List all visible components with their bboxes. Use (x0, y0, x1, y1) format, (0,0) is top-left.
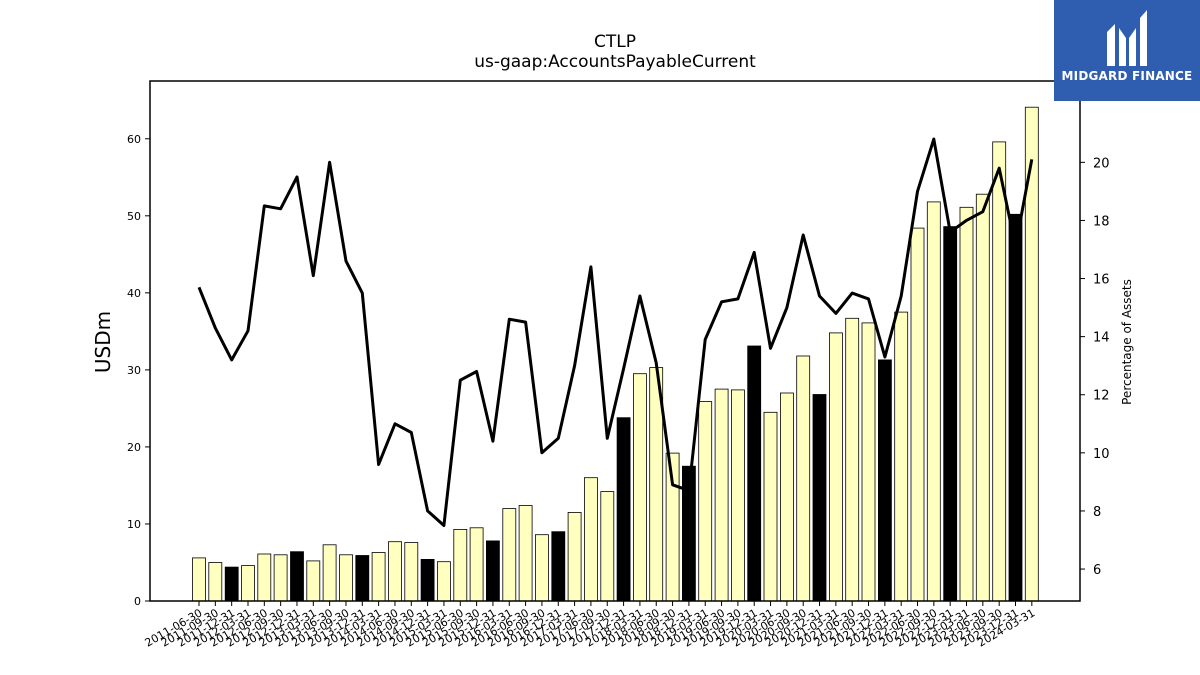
bar (388, 541, 402, 602)
chart-title: CTLP (594, 32, 636, 52)
bar (518, 505, 533, 602)
y2-tick-label: 10 (1093, 447, 1110, 462)
bar (780, 392, 794, 602)
bar (306, 560, 321, 602)
y-tick-label: 60 (127, 133, 141, 146)
bar (714, 388, 729, 602)
y-tick-label: 50 (127, 210, 141, 223)
bar (535, 534, 549, 602)
y2-tick-label: 14 (1093, 331, 1110, 346)
bar (698, 401, 713, 602)
bar (1008, 213, 1023, 602)
chart-ticks: 0102030405060681012141618202011-06-30201… (127, 133, 1110, 650)
bar (959, 206, 974, 602)
bar (584, 477, 598, 602)
bar (878, 359, 892, 602)
y-tick-label: 20 (127, 441, 141, 454)
bar (208, 562, 223, 602)
bar (502, 508, 517, 602)
plot-frame (149, 80, 1081, 602)
bar (404, 542, 419, 602)
bar (551, 531, 566, 602)
bar (241, 565, 255, 602)
bar (322, 544, 337, 602)
y2-tick-label: 16 (1093, 273, 1110, 288)
y-tick-label: 10 (127, 518, 141, 531)
bar (943, 226, 958, 602)
y-axis-label: USDm (91, 311, 115, 373)
bar (355, 555, 370, 602)
bar (975, 193, 990, 602)
y-tick-label: 30 (127, 364, 141, 377)
bar (616, 417, 631, 602)
bar (861, 322, 876, 602)
bar (910, 227, 925, 602)
bar (926, 201, 941, 602)
bar (747, 345, 762, 602)
bar (796, 355, 811, 602)
bar (812, 394, 827, 602)
bar (371, 552, 386, 602)
bar (992, 141, 1007, 602)
bar (829, 332, 843, 602)
y-tick-label: 40 (127, 287, 141, 300)
y-tick-label: 0 (134, 595, 141, 608)
chart-axes (149, 80, 1081, 602)
bar (290, 551, 304, 602)
bar (763, 411, 778, 602)
midgard-logo: MIDGARD FINANCE (1054, 0, 1200, 101)
chart-subtitle: us-gaap:AccountsPayableCurrent (474, 52, 756, 72)
percentage-line (197, 137, 1034, 527)
bar (485, 540, 500, 602)
bar (633, 373, 647, 602)
bar (453, 529, 468, 602)
y2-tick-label: 12 (1093, 389, 1110, 404)
bar (600, 491, 615, 602)
y2-tick-label: 6 (1093, 563, 1101, 578)
y2-tick-label: 18 (1093, 214, 1110, 229)
bar (894, 311, 909, 602)
bar (192, 557, 206, 602)
y2-axis-label: Percentage of Assets (1120, 279, 1134, 405)
bar (339, 554, 353, 602)
y2-tick-label: 8 (1093, 505, 1101, 520)
bar (257, 553, 272, 602)
bar (845, 317, 860, 602)
line-series (197, 137, 1034, 527)
midgard-logo-icon (1107, 10, 1147, 66)
logo-text: MIDGARD FINANCE (1061, 69, 1193, 83)
bar (420, 559, 435, 602)
bar (436, 561, 451, 602)
bar (567, 512, 582, 602)
bar (731, 389, 745, 602)
bar (273, 554, 288, 602)
y2-tick-label: 20 (1093, 156, 1110, 171)
bar (224, 566, 239, 602)
bar (469, 527, 484, 602)
bar-series (192, 106, 1039, 602)
